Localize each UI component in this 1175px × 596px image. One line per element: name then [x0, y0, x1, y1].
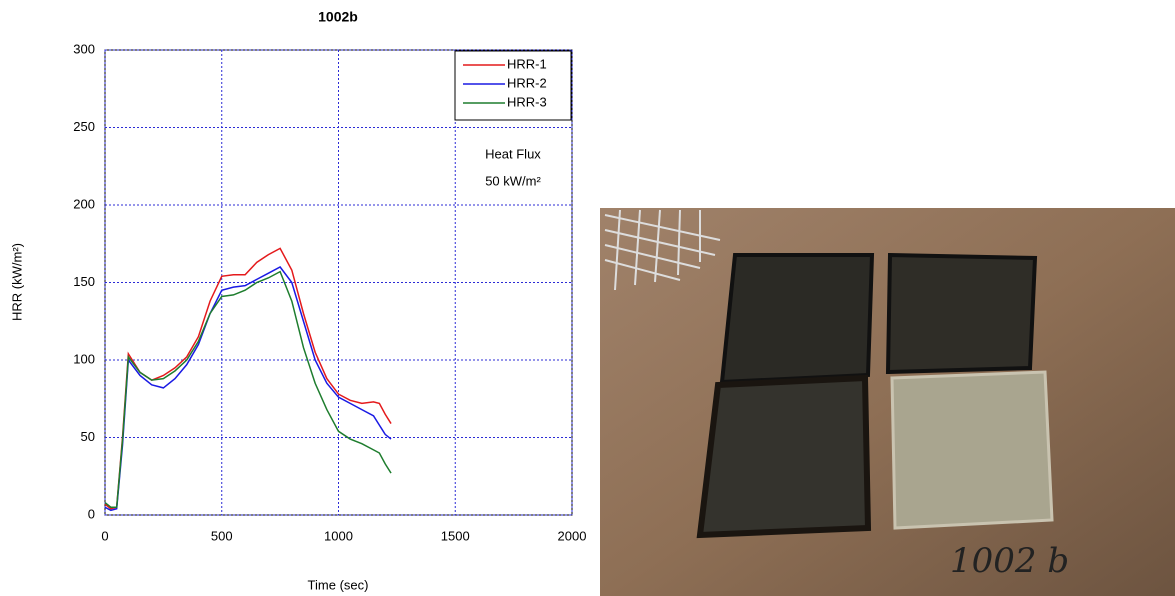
y-tick-label: 200: [73, 196, 95, 211]
legend-label: HRR-1: [507, 56, 547, 71]
specimen: [888, 255, 1035, 372]
x-tick-label: 2000: [558, 528, 587, 543]
y-tick-label: 300: [73, 41, 95, 56]
photo-background: [600, 208, 1175, 596]
legend-label: HRR-2: [507, 75, 547, 90]
annotation: 50 kW/m²: [485, 173, 541, 188]
page: 1002 b 1002b Time (sec) HRR (kW/m²) Heat…: [0, 0, 1175, 596]
photo: 1002 b: [600, 208, 1175, 596]
legend-label: HRR-3: [507, 94, 547, 109]
photo-label: 1002 b: [950, 541, 1069, 581]
y-tick-label: 0: [88, 506, 95, 521]
y-tick-label: 50: [81, 429, 95, 444]
x-tick-label: 500: [211, 528, 233, 543]
specimen: [700, 378, 868, 535]
x-tick-label: 1000: [324, 528, 353, 543]
y-tick-label: 150: [73, 274, 95, 289]
series-line: [105, 267, 391, 510]
y-axis-label: HRR (kW/m²): [9, 243, 24, 321]
series-line: [105, 272, 391, 508]
x-axis-label: Time (sec): [308, 577, 369, 592]
chart-title: 1002b: [318, 9, 358, 25]
specimen: [722, 255, 872, 382]
x-tick-label: 0: [101, 528, 108, 543]
x-tick-label: 1500: [441, 528, 470, 543]
y-tick-label: 100: [73, 351, 95, 366]
annotation: Heat Flux: [485, 146, 541, 161]
y-tick-label: 250: [73, 119, 95, 134]
specimen: [892, 372, 1052, 528]
